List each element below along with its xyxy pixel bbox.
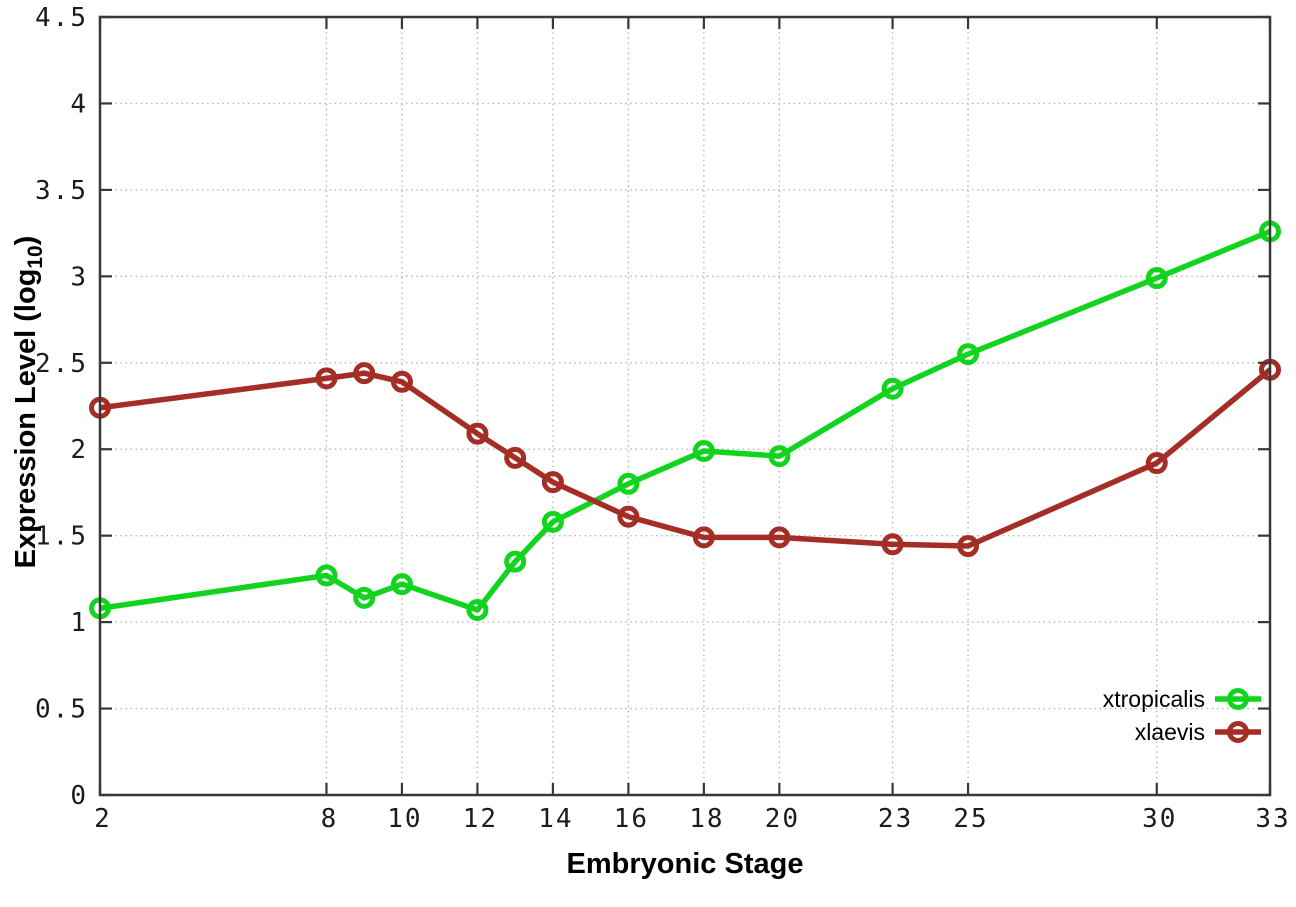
svg-text:1: 1 — [70, 608, 88, 638]
tick-labels: 0 0.5 1 1.5 2 2.5 3 3.5 4 4.5 2 8 10 12 14 16 18 20 23 25 30… — [35, 3, 1290, 834]
svg-text:4: 4 — [70, 89, 88, 119]
svg-text:4.5: 4.5 — [35, 3, 88, 33]
svg-text:8: 8 — [321, 804, 339, 834]
grid-lines — [99, 16, 1271, 796]
y-axis-title-text: Expression Level (log — [10, 268, 42, 569]
svg-text:0.5: 0.5 — [35, 695, 88, 725]
y-axis-title: Expression Level (log10) — [10, 152, 50, 652]
legend: xtropicalis xlaevis — [1103, 684, 1262, 747]
legend-line-marker-icon — [1215, 721, 1261, 743]
svg-text:23: 23 — [878, 804, 913, 834]
svg-text:2: 2 — [94, 804, 112, 834]
svg-text:3.5: 3.5 — [35, 176, 88, 206]
legend-label: xlaevis — [1134, 718, 1205, 745]
svg-text:10: 10 — [387, 804, 422, 834]
svg-text:16: 16 — [614, 804, 649, 834]
legend-item-xtropicalis: xtropicalis — [1103, 684, 1262, 714]
legend-item-xlaevis: xlaevis — [1135, 717, 1262, 747]
svg-text:2: 2 — [70, 435, 88, 465]
svg-text:30: 30 — [1142, 804, 1177, 834]
svg-text:25: 25 — [953, 804, 988, 834]
legend-line-marker-icon — [1215, 688, 1261, 710]
svg-text:0: 0 — [70, 781, 88, 811]
svg-text:3: 3 — [70, 262, 88, 292]
plot-frame — [98, 15, 1272, 797]
svg-text:18: 18 — [689, 804, 724, 834]
svg-text:12: 12 — [463, 804, 498, 834]
legend-label: xtropicalis — [1102, 685, 1205, 712]
svg-text:14: 14 — [538, 804, 573, 834]
y-axis-title-subscript: 10 — [23, 245, 47, 269]
svg-text:33: 33 — [1255, 804, 1290, 834]
y-axis-title-suffix: ) — [10, 235, 42, 246]
data-series — [89, 220, 1281, 622]
svg-text:1.5: 1.5 — [35, 522, 88, 552]
x-axis-title: Embryonic Stage — [566, 848, 804, 880]
svg-text:20: 20 — [765, 804, 800, 834]
svg-text:2.5: 2.5 — [35, 349, 88, 379]
